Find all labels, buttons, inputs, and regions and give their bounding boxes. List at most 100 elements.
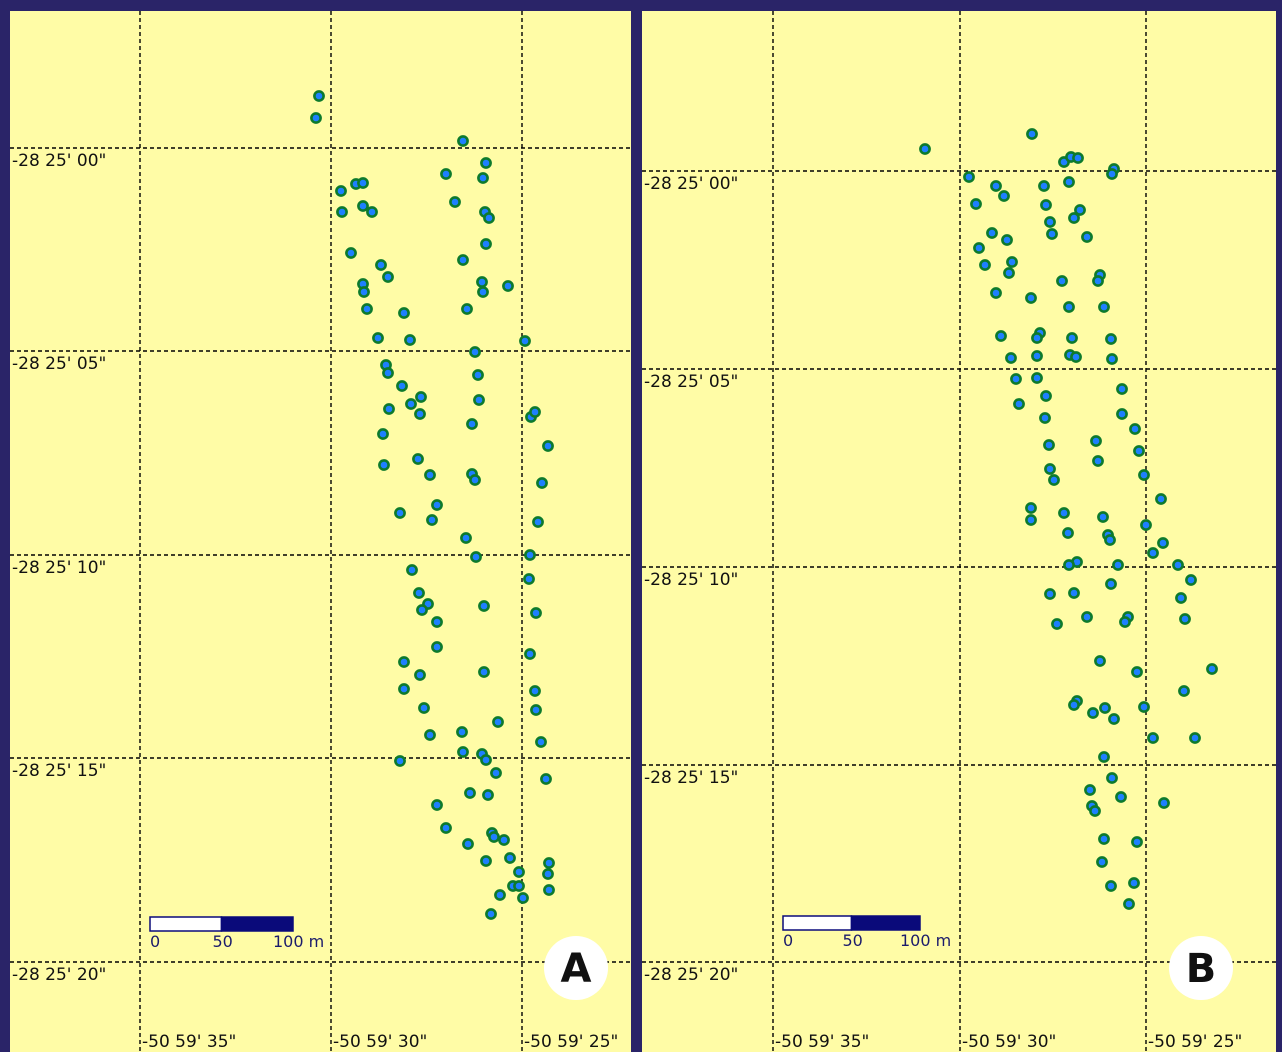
sample-point xyxy=(529,685,541,697)
sample-point xyxy=(1084,784,1096,796)
sample-point xyxy=(1128,877,1140,889)
sample-point xyxy=(406,564,418,576)
sample-point xyxy=(482,789,494,801)
sample-point xyxy=(1131,836,1143,848)
scale-bar-label: 0 xyxy=(150,932,160,951)
scale-bar-label: 50 xyxy=(213,932,233,951)
sample-point xyxy=(1098,301,1110,313)
scale-bar-segment-dark xyxy=(220,916,294,932)
longitude-label: -50 59' 25" xyxy=(524,1032,618,1052)
sample-point xyxy=(1046,228,1058,240)
sample-point xyxy=(524,549,536,561)
sample-point xyxy=(357,177,369,189)
sample-point xyxy=(464,787,476,799)
sample-point xyxy=(1062,527,1074,539)
sample-point xyxy=(1087,707,1099,719)
sample-point xyxy=(1206,663,1218,675)
sample-point xyxy=(1116,383,1128,395)
sample-point xyxy=(1074,204,1086,216)
sample-point xyxy=(456,726,468,738)
sample-point xyxy=(488,831,500,843)
sample-point xyxy=(478,600,490,612)
sample-point xyxy=(405,398,417,410)
sample-point xyxy=(466,418,478,430)
sample-point xyxy=(970,198,982,210)
sample-point xyxy=(1026,128,1038,140)
sample-point xyxy=(1155,493,1167,505)
sample-point xyxy=(335,185,347,197)
sample-point xyxy=(1112,559,1124,571)
longitude-label: -50 59' 25" xyxy=(1148,1032,1242,1052)
sample-point xyxy=(1044,463,1056,475)
latitude-label: -28 25' 20" xyxy=(644,965,738,985)
sample-point xyxy=(523,573,535,585)
panel-background xyxy=(10,11,631,1052)
sample-point xyxy=(494,889,506,901)
sample-point xyxy=(1178,685,1190,697)
sample-point xyxy=(1105,578,1117,590)
panel-letter: A xyxy=(561,946,592,992)
sample-point xyxy=(375,259,387,271)
sample-point xyxy=(483,212,495,224)
latitude-label: -28 25' 00" xyxy=(644,174,738,194)
latitude-label: -28 25' 15" xyxy=(644,768,738,788)
sample-point xyxy=(532,516,544,528)
sample-point xyxy=(460,532,472,544)
sample-point xyxy=(394,755,406,767)
sample-point xyxy=(543,857,555,869)
sample-point xyxy=(431,499,443,511)
sample-point xyxy=(1189,732,1201,744)
sample-point xyxy=(1097,511,1109,523)
latitude-label: -28 25' 10" xyxy=(644,570,738,590)
sample-point xyxy=(502,280,514,292)
sample-point xyxy=(1058,507,1070,519)
sample-point xyxy=(519,335,531,347)
sample-point xyxy=(542,440,554,452)
sample-point xyxy=(469,346,481,358)
sample-point xyxy=(1040,390,1052,402)
sample-point xyxy=(490,767,502,779)
sample-point xyxy=(1098,833,1110,845)
sample-point xyxy=(412,453,424,465)
latitude-label: -28 25' 20" xyxy=(12,965,106,985)
sample-point xyxy=(535,736,547,748)
sample-point xyxy=(1031,350,1043,362)
sample-point xyxy=(1105,880,1117,892)
sample-point xyxy=(1006,256,1018,268)
sample-point xyxy=(472,369,484,381)
sample-point xyxy=(372,332,384,344)
sample-point xyxy=(1038,180,1050,192)
sample-point xyxy=(398,683,410,695)
sample-point xyxy=(919,143,931,155)
sample-point xyxy=(1179,613,1191,625)
sample-point xyxy=(986,227,998,239)
sample-point xyxy=(457,746,469,758)
sample-point xyxy=(358,286,370,298)
sample-point xyxy=(1066,332,1078,344)
sample-point xyxy=(414,669,426,681)
sample-point xyxy=(457,135,469,147)
sample-point xyxy=(473,394,485,406)
sample-point xyxy=(431,641,443,653)
sample-point xyxy=(1025,292,1037,304)
panel-letter-badge: A xyxy=(544,936,608,1000)
sample-point xyxy=(1094,655,1106,667)
sample-point xyxy=(413,587,425,599)
sample-point xyxy=(530,607,542,619)
sample-point xyxy=(457,254,469,266)
sample-point xyxy=(513,880,525,892)
sample-point xyxy=(1003,267,1015,279)
longitude-label: -50 59' 30" xyxy=(333,1032,427,1052)
sample-point xyxy=(1106,772,1118,784)
latitude-label: -28 25' 10" xyxy=(12,558,106,578)
sample-point xyxy=(480,754,492,766)
sample-point xyxy=(1099,702,1111,714)
sample-point xyxy=(478,666,490,678)
sample-point xyxy=(462,838,474,850)
sample-point xyxy=(536,477,548,489)
sample-point xyxy=(415,391,427,403)
sample-point xyxy=(1048,474,1060,486)
sample-point xyxy=(1013,398,1025,410)
sample-point xyxy=(990,180,1002,192)
